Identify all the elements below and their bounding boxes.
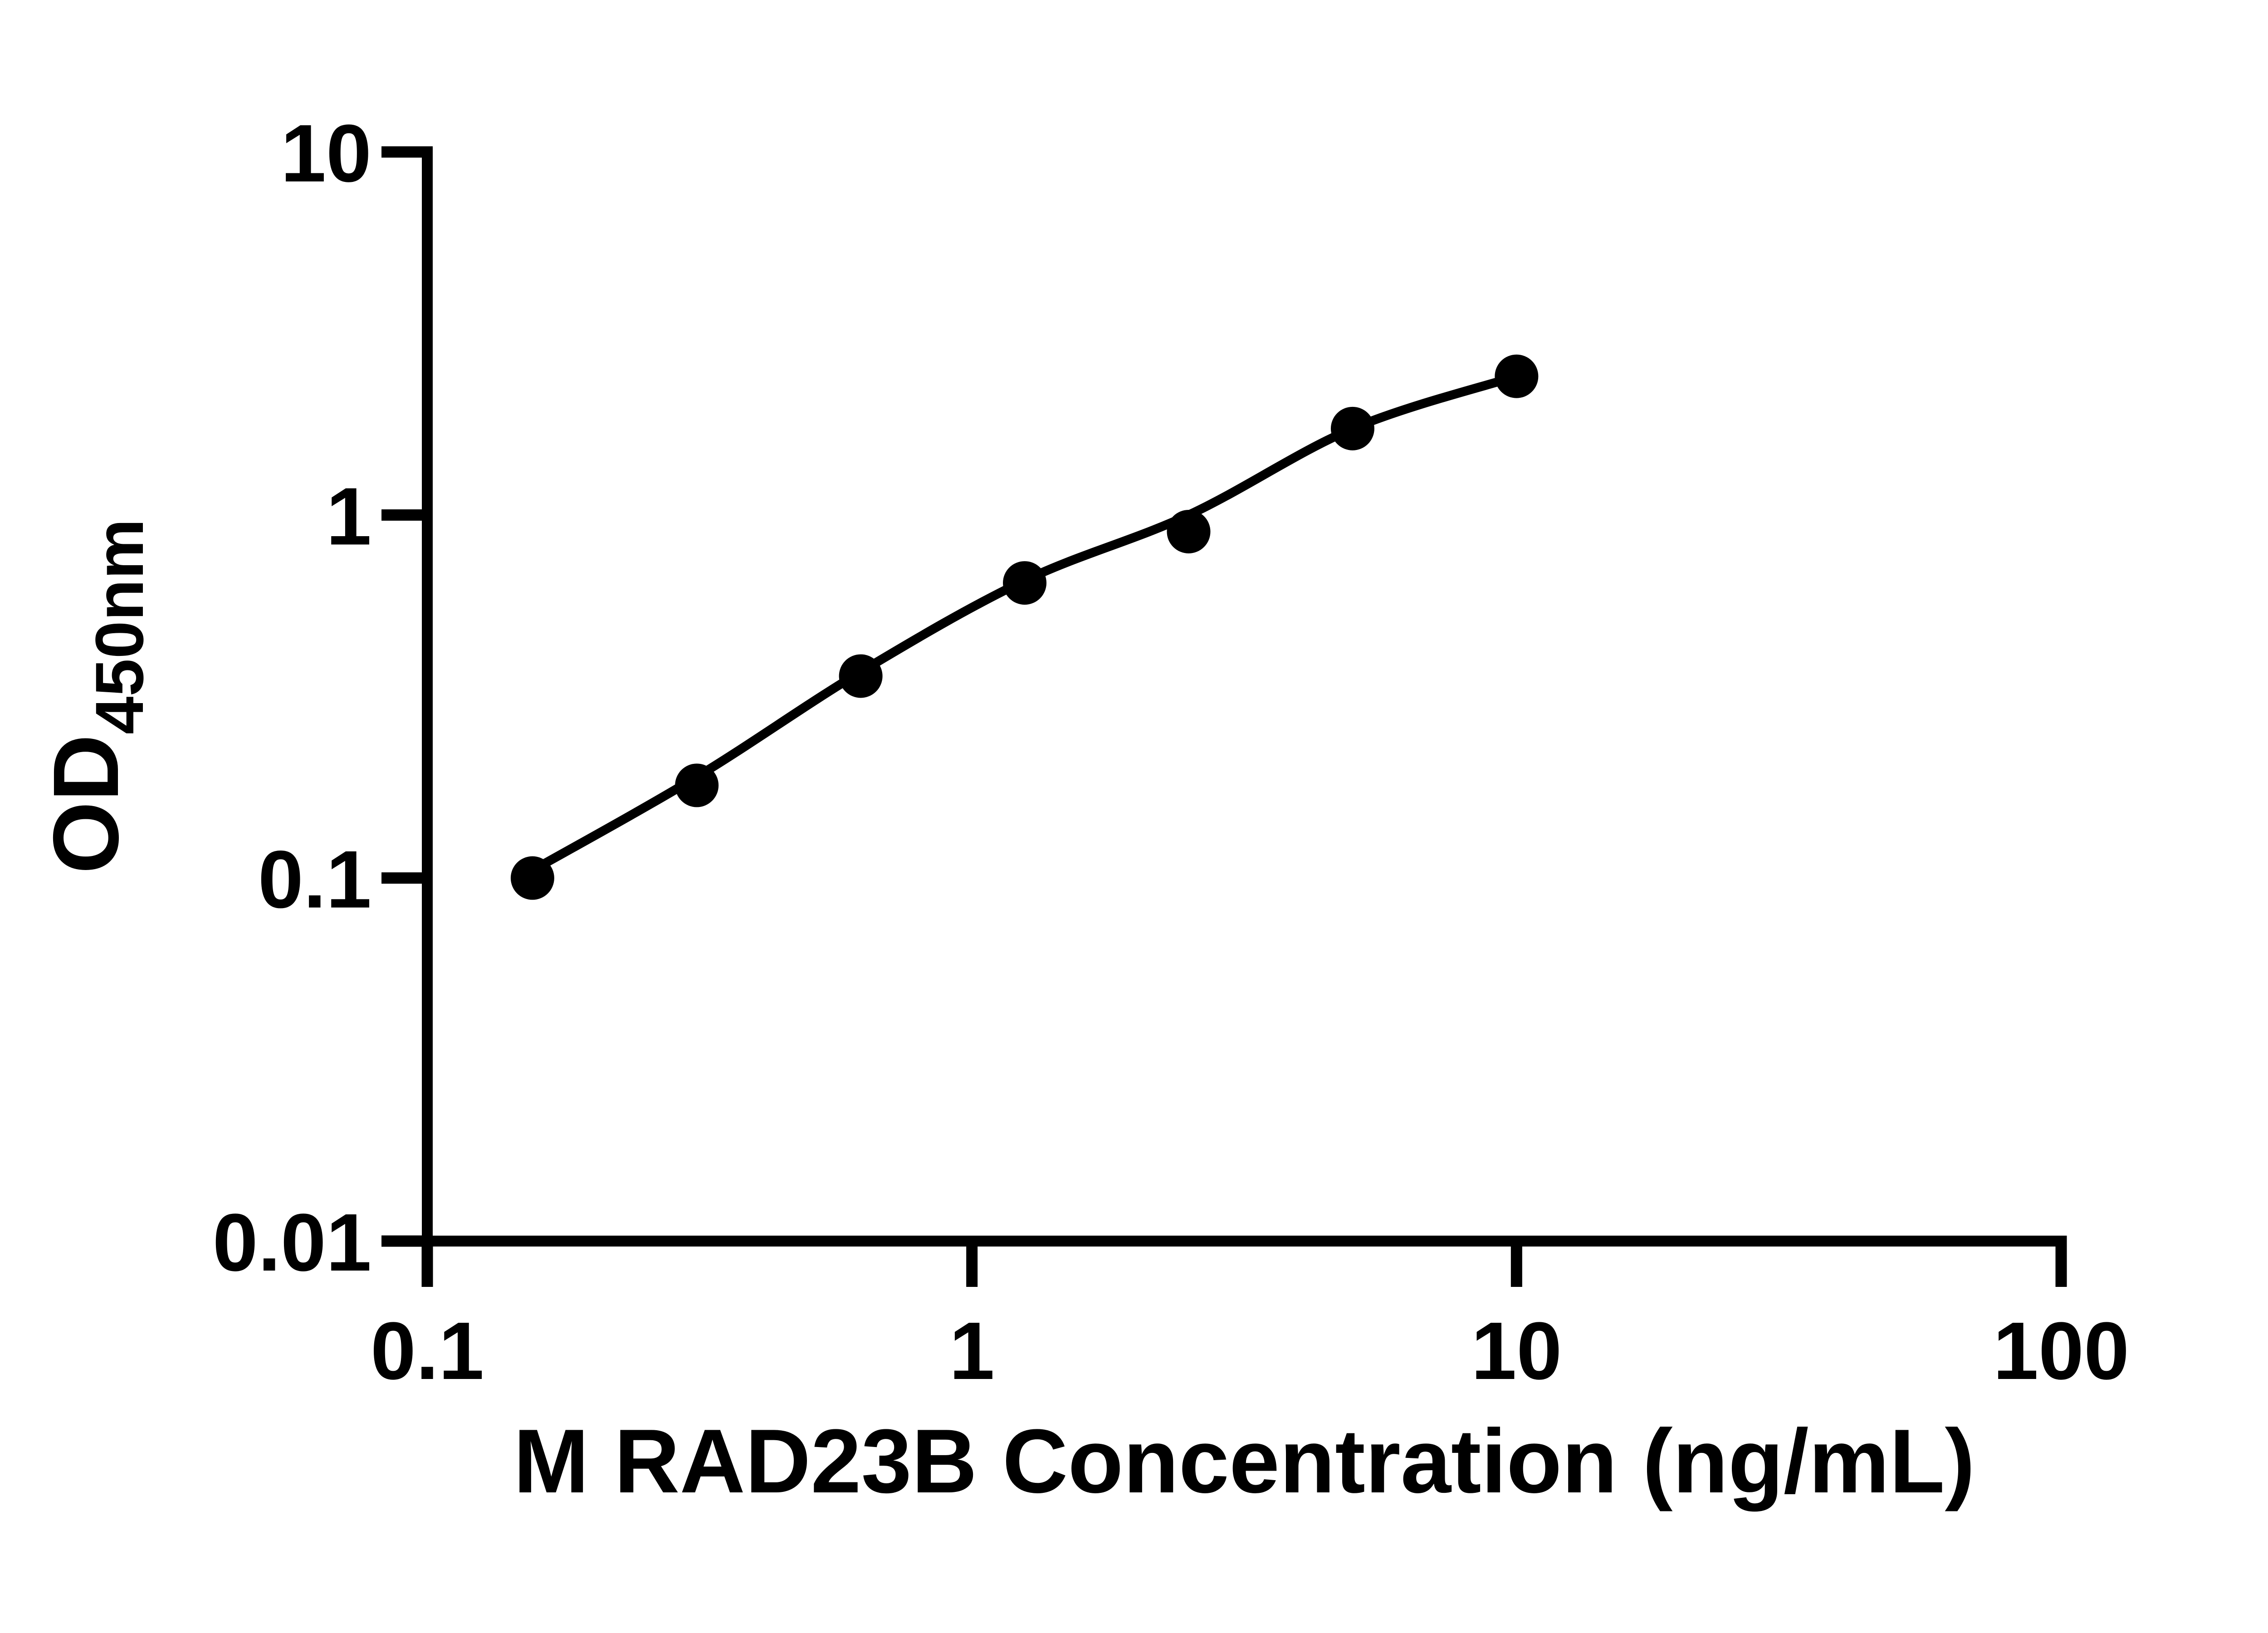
- x-axis-title: M RAD23B Concentration (ng/mL): [513, 1411, 1975, 1512]
- y-tick-label: 0.1: [258, 834, 371, 925]
- x-tick-label: 100: [1993, 1305, 2129, 1397]
- axes: [422, 146, 2067, 1247]
- x-tick-label: 10: [1471, 1305, 1562, 1397]
- axis-lines: [422, 146, 2067, 1247]
- y-axis-title-main: OD: [34, 734, 138, 874]
- data-point-marker: [1167, 509, 1211, 553]
- y-tick-label: 1: [326, 471, 371, 562]
- x-tick-label: 0.1: [371, 1305, 484, 1397]
- y-tick-label: 10: [281, 108, 371, 199]
- x-tick-label: 1: [949, 1305, 995, 1397]
- data-point-marker: [675, 763, 719, 807]
- data-point-marker: [1003, 561, 1047, 605]
- axis-ticks: [381, 146, 2067, 1287]
- data-point-layer: [510, 354, 1539, 900]
- y-axis-title-subscript: 450nm: [81, 519, 157, 734]
- data-point-marker: [1330, 406, 1374, 450]
- data-point-marker: [510, 856, 554, 900]
- data-point-marker: [839, 654, 883, 698]
- y-axis-title: OD450nm: [34, 519, 157, 874]
- y-tick-label: 0.01: [213, 1197, 371, 1288]
- data-point-marker: [1495, 354, 1539, 398]
